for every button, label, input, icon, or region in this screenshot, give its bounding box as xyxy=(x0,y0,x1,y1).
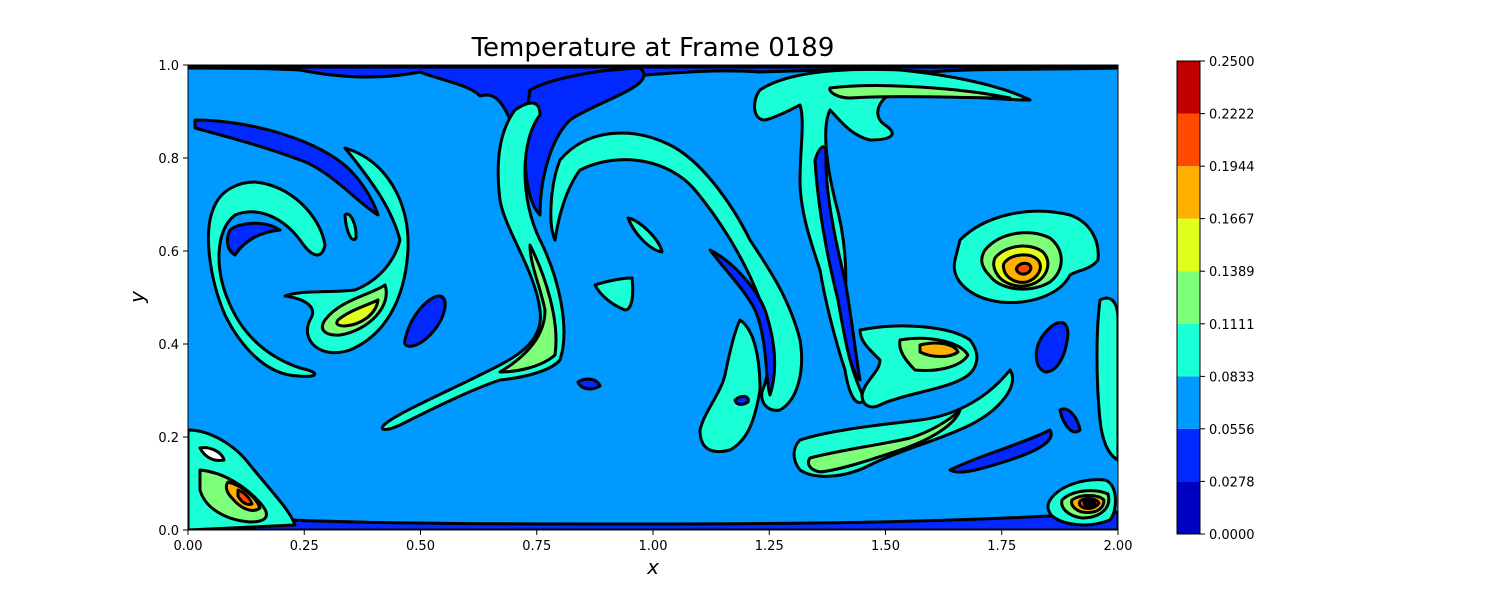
contour-cold-ellipse xyxy=(403,294,447,348)
x-axis: 0.00 0.25 0.50 0.75 1.00 1.25 1.50 1.75 2.00 xyxy=(174,530,1133,554)
contour-right-center-cold xyxy=(733,394,750,406)
x-tick-label: 2.00 xyxy=(1104,539,1133,554)
colorbar-segment xyxy=(1177,271,1200,324)
contour-left-crescent xyxy=(206,180,327,378)
colorbar-segment xyxy=(1177,376,1200,429)
x-tick-label: 0.50 xyxy=(406,539,435,554)
colorbar-tick-label: 0.0278 xyxy=(1209,475,1255,490)
y-tick-label: 0.2 xyxy=(158,431,179,446)
y-axis-label: y xyxy=(125,290,149,304)
contour-small-island xyxy=(343,212,358,241)
colorbar-segment xyxy=(1177,323,1200,377)
contour-island-3 xyxy=(576,377,602,391)
contour-mid-right-hot xyxy=(918,341,960,358)
colorbar-tick-label: 0.1111 xyxy=(1209,318,1255,333)
contour-middle-arch xyxy=(549,131,804,412)
colorbar-tick-label: 0.0833 xyxy=(1209,370,1255,385)
colorbar-segment xyxy=(1177,481,1200,534)
colorbar-segment xyxy=(1177,61,1200,114)
colorbar-segment xyxy=(1177,166,1200,219)
contour-bottom-left-core xyxy=(236,488,254,506)
contour-left-crescent-cold xyxy=(225,221,282,257)
colorbar-tick-label: 0.1944 xyxy=(1209,160,1255,175)
contour-right-edge-cold-strip xyxy=(948,428,1053,474)
contour-vortex-core xyxy=(1015,261,1033,276)
x-tick-label: 0.25 xyxy=(290,539,319,554)
contour-middle-arch-cold xyxy=(708,248,777,397)
x-tick-label: 0.75 xyxy=(522,539,551,554)
x-tick-label: 0.00 xyxy=(174,539,203,554)
colorbar-tick-label: 0.0556 xyxy=(1209,423,1255,438)
colorbar-segment xyxy=(1177,113,1200,167)
colorbar-tick-label: 0.2222 xyxy=(1209,108,1255,123)
contour-right-center xyxy=(698,318,762,454)
x-axis-label: x xyxy=(646,555,659,579)
x-tick-label: 1.50 xyxy=(871,539,900,554)
contour-cold-arc-left xyxy=(193,118,380,217)
plot-area xyxy=(188,65,1118,530)
colorbar-tick-label: 0.2500 xyxy=(1209,55,1255,70)
contour-bottom-band xyxy=(188,510,1118,530)
colorbar: 0.0000 0.0278 0.0556 0.0833 0.1111 0.1389 0.16… xyxy=(1176,55,1255,543)
contour-right-edge-cold-1 xyxy=(1034,321,1070,374)
contour-right-edge-warm xyxy=(1095,296,1118,462)
contour-right-edge-cold-2 xyxy=(1058,407,1082,434)
x-tick-label: 1.00 xyxy=(639,539,668,554)
y-axis: 0.0 0.2 0.4 0.6 0.8 1.0 xyxy=(158,59,188,539)
y-tick-label: 1.0 xyxy=(158,59,179,74)
colorbar-tick-label: 0.0000 xyxy=(1209,528,1255,543)
contour-bottom-left-white xyxy=(198,446,226,462)
colorbar-tick-label: 0.1389 xyxy=(1209,265,1255,280)
colorbar-frame xyxy=(1176,60,1201,535)
chart-title: Temperature at Frame 0189 xyxy=(471,33,835,63)
contour-island-2 xyxy=(593,276,635,312)
contour-bottom-right-white xyxy=(1085,500,1094,507)
contour-central-filament xyxy=(380,101,566,431)
y-tick-label: 0.4 xyxy=(158,338,179,353)
contour-lower-right-warm xyxy=(806,408,962,474)
contour-island-1 xyxy=(626,216,664,254)
y-tick-label: 0.0 xyxy=(158,524,179,539)
contour-s-feature-core xyxy=(335,298,380,328)
y-tick-label: 0.8 xyxy=(158,152,179,167)
x-tick-label: 1.75 xyxy=(987,539,1016,554)
y-tick-label: 0.6 xyxy=(158,245,179,260)
contour-right-filament-cold xyxy=(813,145,862,382)
colorbar-segment xyxy=(1177,218,1200,272)
colorbar-segment xyxy=(1177,428,1200,482)
contour-regions xyxy=(188,65,1118,530)
x-tick-label: 1.25 xyxy=(755,539,784,554)
contour-central-filament-warm xyxy=(498,243,558,374)
contour-cold-tongue xyxy=(523,66,646,217)
colorbar-tick-label: 0.1667 xyxy=(1209,213,1255,228)
contour-right-filament-warm xyxy=(828,84,1012,100)
